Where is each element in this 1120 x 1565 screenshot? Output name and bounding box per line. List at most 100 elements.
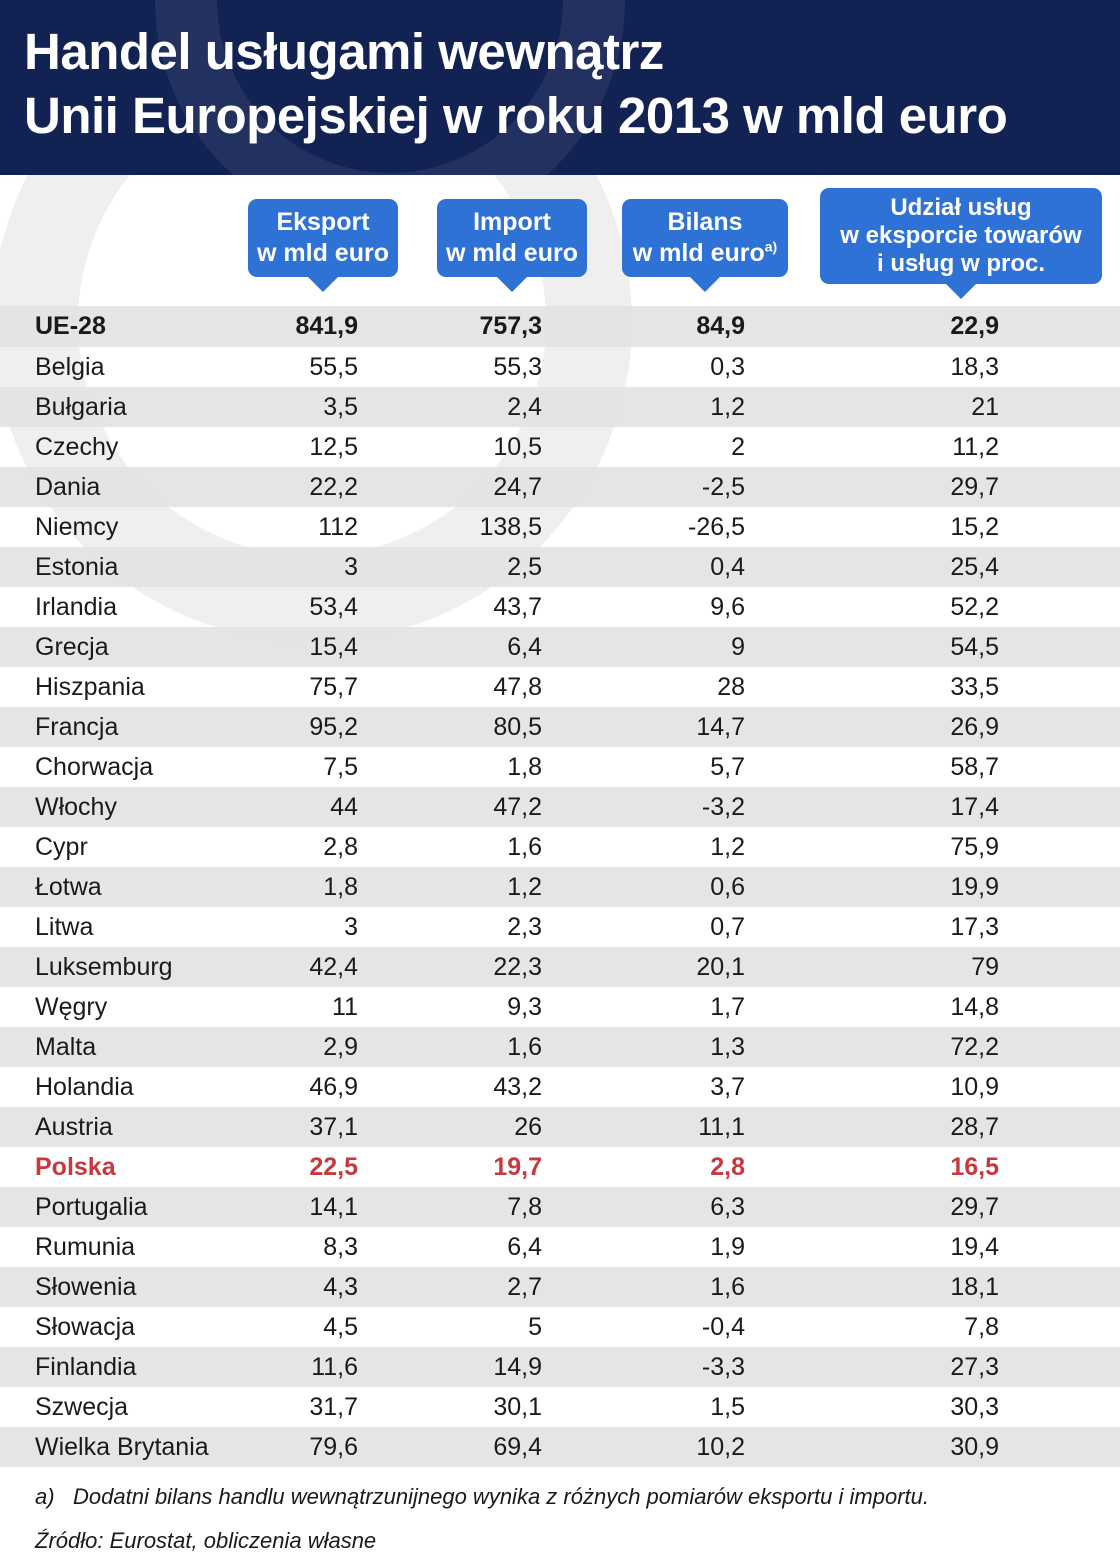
export-value-cell: 3,5	[323, 392, 358, 421]
country-name-cell: Finlandia	[35, 1352, 137, 1381]
country-name-cell: Czechy	[35, 432, 119, 461]
bilans-value-cell: 1,7	[710, 992, 745, 1021]
export-value-cell: 95,2	[309, 712, 358, 741]
udzial-value-cell: 19,4	[950, 1232, 999, 1261]
bilans-value-cell: -3,2	[701, 792, 745, 821]
bilans-value-cell: 1,2	[710, 832, 745, 861]
udzial-value-cell: 17,3	[950, 912, 999, 941]
import-value-cell: 1,6	[507, 1032, 542, 1061]
column-header-import-label: Import w mld euro	[446, 208, 578, 267]
country-name-cell: Hiszpania	[35, 672, 145, 701]
table-row: UE-28 841,9 757,3 84,9 22,9	[0, 306, 1120, 347]
bilans-value-cell: -3,3	[701, 1352, 745, 1381]
udzial-value-cell: 29,7	[950, 1192, 999, 1221]
export-value-cell: 2,8	[323, 832, 358, 861]
table-row: Portugalia 14,1 7,8 6,3 29,7	[0, 1187, 1120, 1227]
table-row: Litwa 3 2,3 0,7 17,3	[0, 907, 1120, 947]
udzial-value-cell: 21	[971, 392, 999, 421]
table-row: Luksemburg 42,4 22,3 20,1 79	[0, 947, 1120, 987]
table-row: Polska 22,5 19,7 2,8 16,5	[0, 1147, 1120, 1187]
export-value-cell: 841,9	[295, 312, 358, 340]
bilans-value-cell: 3,7	[710, 1072, 745, 1101]
udzial-value-cell: 16,5	[950, 1152, 999, 1181]
bilans-value-cell: 10,2	[696, 1432, 745, 1461]
table-row: Francja 95,2 80,5 14,7 26,9	[0, 707, 1120, 747]
column-header-export-label: Eksport w mld euro	[257, 208, 389, 267]
bilans-value-cell: 11,1	[698, 1112, 745, 1141]
bilans-value-cell: 1,9	[710, 1232, 745, 1261]
table-row: Bułgaria 3,5 2,4 1,2 21	[0, 387, 1120, 427]
import-value-cell: 30,1	[493, 1392, 542, 1421]
import-value-cell: 26	[514, 1112, 542, 1141]
udzial-value-cell: 19,9	[950, 872, 999, 901]
import-value-cell: 6,4	[507, 1232, 542, 1261]
udzial-value-cell: 33,5	[950, 672, 999, 701]
bilans-value-cell: 0,4	[710, 552, 745, 581]
country-name-cell: Słowacja	[35, 1312, 136, 1341]
export-value-cell: 14,1	[309, 1192, 358, 1221]
udzial-value-cell: 26,9	[950, 712, 999, 741]
table-row: Finlandia 11,6 14,9 -3,3 27,3	[0, 1347, 1120, 1387]
export-value-cell: 44	[330, 792, 358, 821]
udzial-value-cell: 75,9	[950, 832, 999, 861]
import-value-cell: 5	[528, 1312, 542, 1341]
country-name-cell: Łotwa	[35, 872, 102, 901]
country-name-cell: Szwecja	[35, 1392, 129, 1421]
table-row: Słowacja 4,5 5 -0,4 7,8	[0, 1307, 1120, 1347]
import-value-cell: 22,3	[493, 952, 542, 981]
title-banner: Handel usługami wewnątrz Unii Europejski…	[0, 0, 1120, 175]
data-table: UE-28 841,9 757,3 84,9 22,9 Belgia 55,5 55,3 0,3…	[0, 306, 1120, 1467]
bilans-value-cell: 14,7	[696, 712, 745, 741]
import-value-cell: 10,5	[493, 432, 542, 461]
footnote-text: Dodatni bilans handlu wewnątrzunijnego w…	[73, 1484, 929, 1509]
export-value-cell: 2,9	[323, 1032, 358, 1061]
bilans-value-cell: 0,3	[710, 352, 745, 381]
export-value-cell: 8,3	[323, 1232, 358, 1261]
import-value-cell: 1,2	[507, 872, 542, 901]
bilans-value-cell: 0,7	[710, 912, 745, 941]
import-value-cell: 2,7	[507, 1272, 542, 1301]
table-row: Słowenia 4,3 2,7 1,6 18,1	[0, 1267, 1120, 1307]
title-line-2: Unii Europejskiej w roku 2013 w mld euro	[24, 87, 1008, 144]
export-value-cell: 53,4	[309, 592, 358, 621]
footnote-mark: a)	[35, 1484, 55, 1509]
udzial-value-cell: 14,8	[950, 992, 999, 1021]
table-row: Dania 22,2 24,7 -2,5 29,7	[0, 467, 1120, 507]
table-row: Hiszpania 75,7 47,8 28 33,5	[0, 667, 1120, 707]
export-value-cell: 4,5	[323, 1312, 358, 1341]
udzial-value-cell: 29,7	[950, 472, 999, 501]
udzial-value-cell: 11,2	[952, 432, 999, 461]
export-value-cell: 7,5	[323, 752, 358, 781]
import-value-cell: 138,5	[479, 512, 542, 541]
export-value-cell: 11,6	[311, 1352, 358, 1381]
udzial-value-cell: 10,9	[950, 1072, 999, 1101]
udzial-value-cell: 52,2	[950, 592, 999, 621]
column-header-import: Import w mld euro	[437, 199, 587, 292]
export-value-cell: 3	[344, 552, 358, 581]
source-note: Źródło: Eurostat, obliczenia własne	[35, 1528, 377, 1553]
bilans-value-cell: 2,8	[710, 1152, 745, 1181]
export-value-cell: 37,1	[309, 1112, 358, 1141]
table-row: Węgry 11 9,3 1,7 14,8	[0, 987, 1120, 1027]
bilans-value-cell: -0,4	[701, 1312, 745, 1341]
country-name-cell: Grecja	[35, 632, 109, 661]
bilans-value-cell: 0,6	[710, 872, 745, 901]
import-value-cell: 80,5	[493, 712, 542, 741]
column-header-udzial-label: Udział usług w eksporcie towarów i usług…	[840, 194, 1082, 277]
footnote-ref: a)	[764, 238, 778, 255]
udzial-value-cell: 30,9	[950, 1432, 999, 1461]
table-row: Szwecja 31,7 30,1 1,5 30,3	[0, 1387, 1120, 1427]
bilans-value-cell: 1,2	[710, 392, 745, 421]
table-row: Chorwacja 7,5 1,8 5,7 58,7	[0, 747, 1120, 787]
column-header-bilans: Bilans w mld euroa)	[622, 199, 788, 292]
udzial-value-cell: 15,2	[950, 512, 999, 541]
import-value-cell: 43,7	[493, 592, 542, 621]
bilans-value-cell: -2,5	[701, 472, 745, 501]
export-value-cell: 75,7	[309, 672, 358, 701]
export-value-cell: 79,6	[309, 1432, 358, 1461]
table-row: Czechy 12,5 10,5 2 11,2	[0, 427, 1120, 467]
country-name-cell: Słowenia	[35, 1272, 137, 1301]
udzial-value-cell: 18,3	[950, 352, 999, 381]
import-value-cell: 69,4	[493, 1432, 542, 1461]
country-name-cell: Polska	[35, 1152, 116, 1181]
